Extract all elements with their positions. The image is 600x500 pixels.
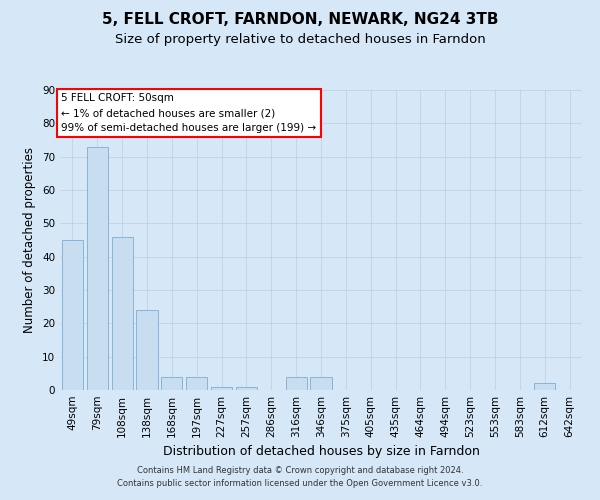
Bar xyxy=(310,376,332,390)
Bar xyxy=(286,376,307,390)
Text: Size of property relative to detached houses in Farndon: Size of property relative to detached ho… xyxy=(115,32,485,46)
Bar xyxy=(211,386,232,390)
Bar xyxy=(112,236,133,390)
Bar xyxy=(236,386,257,390)
Text: 5 FELL CROFT: 50sqm
← 1% of detached houses are smaller (2)
99% of semi-detached: 5 FELL CROFT: 50sqm ← 1% of detached hou… xyxy=(61,94,316,133)
Bar xyxy=(161,376,182,390)
Text: 5, FELL CROFT, FARNDON, NEWARK, NG24 3TB: 5, FELL CROFT, FARNDON, NEWARK, NG24 3TB xyxy=(102,12,498,28)
Bar xyxy=(87,146,108,390)
X-axis label: Distribution of detached houses by size in Farndon: Distribution of detached houses by size … xyxy=(163,446,479,458)
Bar xyxy=(534,384,555,390)
Bar xyxy=(136,310,158,390)
Bar xyxy=(62,240,83,390)
Bar xyxy=(186,376,207,390)
Y-axis label: Number of detached properties: Number of detached properties xyxy=(23,147,37,333)
Text: Contains HM Land Registry data © Crown copyright and database right 2024.
Contai: Contains HM Land Registry data © Crown c… xyxy=(118,466,482,487)
